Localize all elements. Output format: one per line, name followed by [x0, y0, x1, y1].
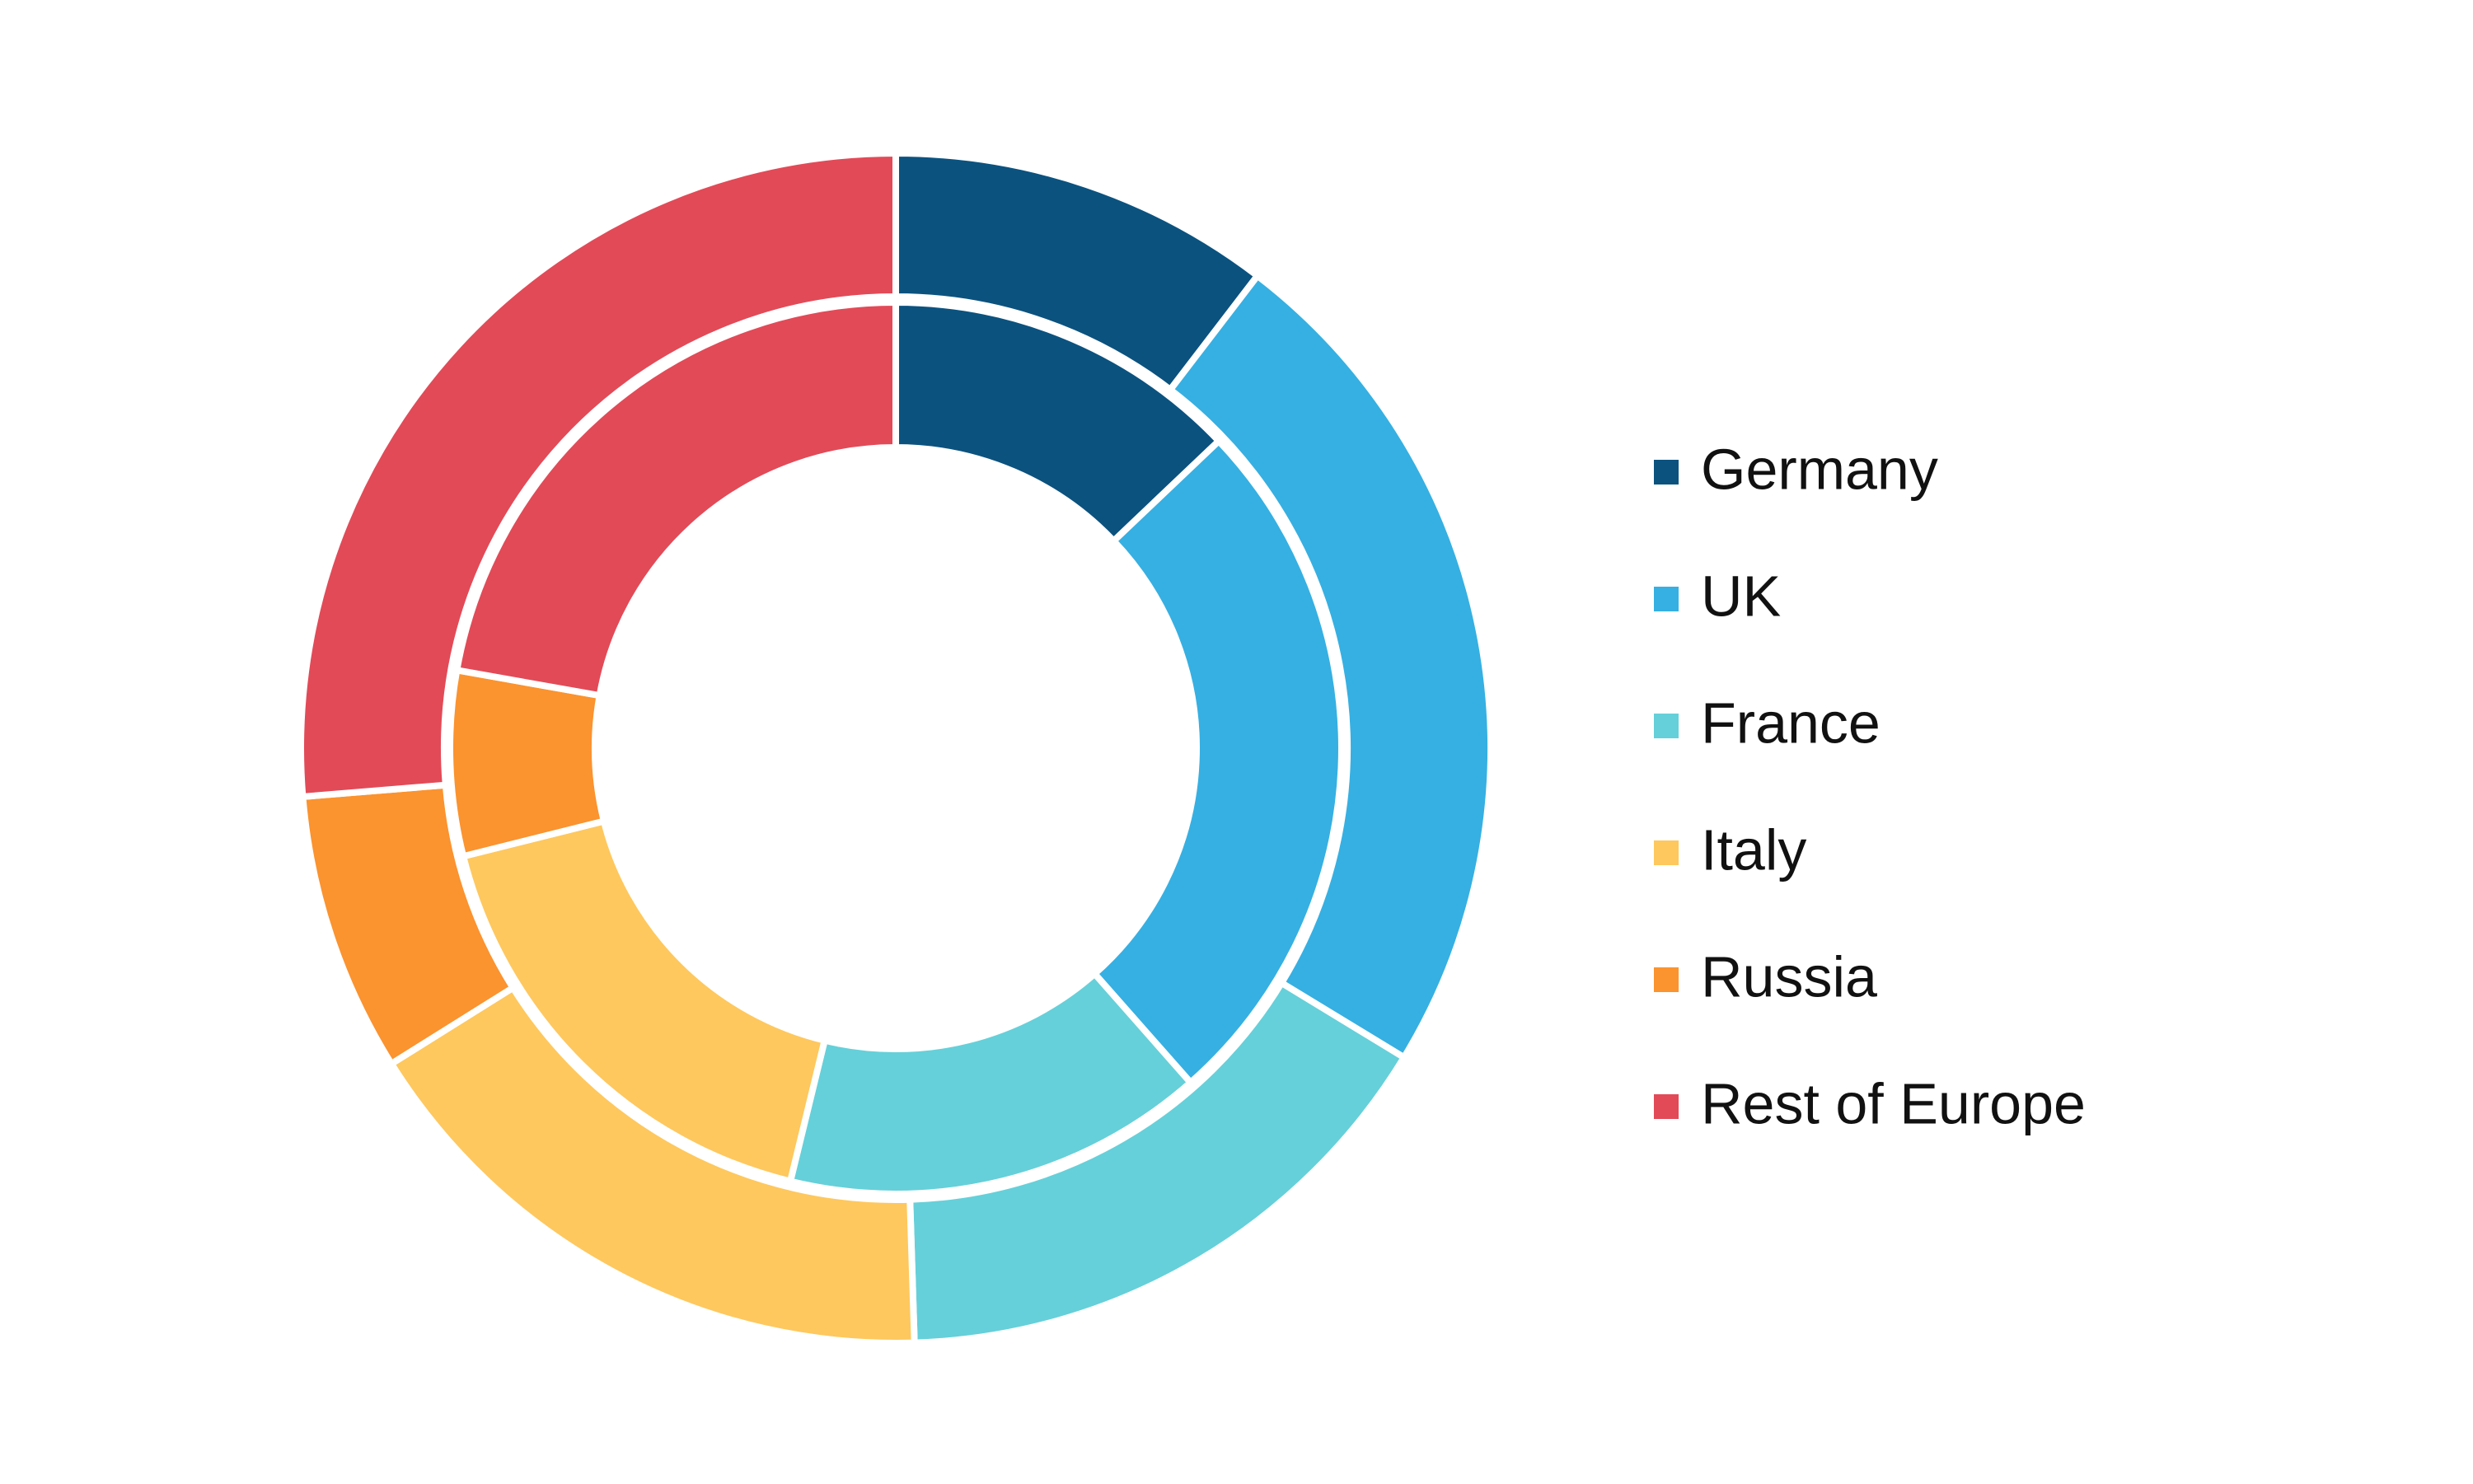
legend-swatch — [1654, 460, 1679, 485]
legend-label: France — [1701, 691, 1881, 755]
donut-segment — [906, 978, 1409, 1346]
donut-segment — [1165, 271, 1495, 1062]
legend-label: Rest of Europe — [1701, 1071, 2086, 1135]
legend-label: Germany — [1701, 437, 1938, 501]
donut-segment — [1089, 436, 1345, 1088]
donut-segment — [459, 817, 829, 1186]
legend-label: UK — [1701, 564, 1781, 628]
legend-label: Russia — [1701, 944, 1877, 1009]
legend-swatch — [1654, 1094, 1679, 1119]
legend-swatch — [1654, 840, 1679, 865]
donut-segment — [297, 149, 899, 801]
legend-swatch — [1654, 967, 1679, 992]
legend-label: Italy — [1701, 817, 1806, 882]
legend-swatch — [1654, 714, 1679, 738]
donut-segment — [447, 666, 608, 861]
legend-swatch — [1654, 587, 1679, 611]
donut-segment — [452, 298, 899, 700]
